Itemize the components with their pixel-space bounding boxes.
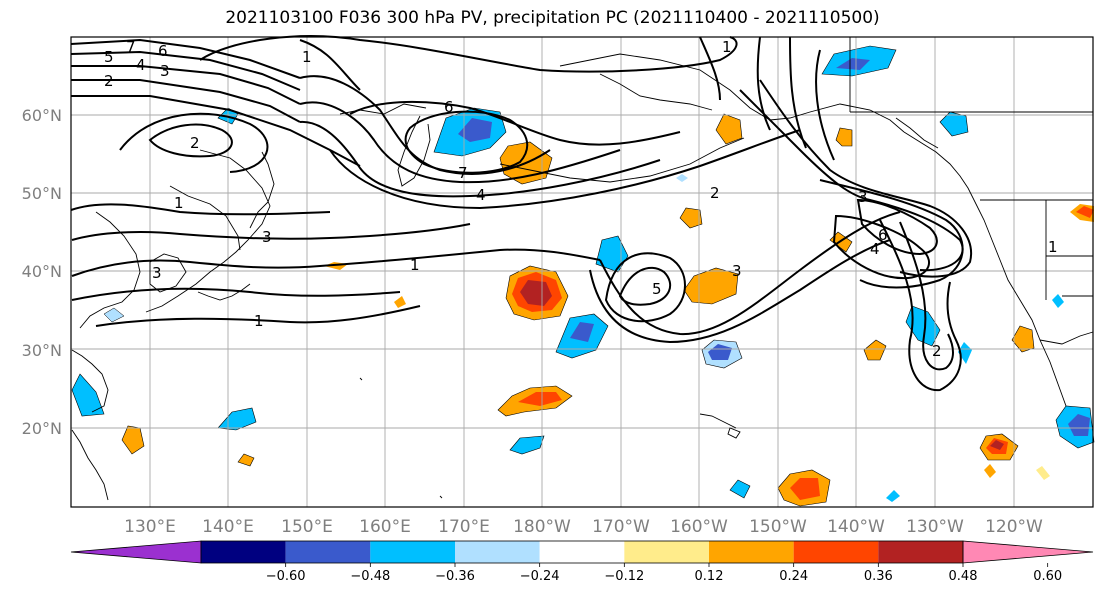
map-background bbox=[71, 37, 1093, 507]
contour-label: 1 bbox=[174, 194, 184, 212]
colorbar-tick-label: −0.48 bbox=[350, 569, 390, 584]
contour-label: 3 bbox=[732, 262, 742, 280]
contour-label: 7 bbox=[126, 38, 136, 56]
contour-label: 2 bbox=[104, 72, 114, 90]
lon-label: 120°W bbox=[985, 517, 1043, 537]
map-title: 2021103100 F036 300 hPa PV, precipitatio… bbox=[225, 8, 880, 28]
colorbar-segment bbox=[285, 541, 371, 563]
contour-label: 6 bbox=[878, 226, 888, 244]
coastlines bbox=[71, 37, 1094, 501]
lat-label: 30°N bbox=[22, 341, 62, 360]
colorbar-tick-label: −0.36 bbox=[435, 569, 475, 584]
colorbar-segment bbox=[539, 541, 625, 563]
pv-contours bbox=[70, 35, 973, 392]
contour-label: 3 bbox=[858, 188, 868, 206]
colorbar-tick-label: −0.24 bbox=[520, 569, 560, 584]
lat-label: 20°N bbox=[22, 419, 62, 438]
colorbar-segment bbox=[709, 541, 794, 563]
colorbar-border bbox=[200, 540, 964, 564]
colorbar-tick-label: 0.48 bbox=[949, 569, 978, 584]
contour-label: 3 bbox=[262, 228, 272, 246]
colorbar-segment bbox=[201, 541, 286, 563]
grid-lines bbox=[71, 37, 1093, 507]
contour-label: 7 bbox=[458, 164, 468, 182]
contour-label: 5 bbox=[652, 280, 662, 298]
lon-label: 160°E bbox=[359, 517, 411, 537]
contour-label: 1 bbox=[302, 48, 312, 66]
contour-label: 3 bbox=[160, 62, 170, 80]
contour-label: 3 bbox=[152, 264, 162, 282]
colorbar-segment bbox=[370, 541, 455, 563]
contour-labels: 7 6 5 4 3 2 1 2 6 7 4 1 3 3 1 1 1 2 3 5 … bbox=[104, 38, 1058, 360]
colorbar-tick-label: −0.60 bbox=[266, 569, 306, 584]
lon-label: 160°W bbox=[670, 517, 728, 537]
colorbar-tick-label: −0.12 bbox=[604, 569, 644, 584]
contour-label: 4 bbox=[476, 186, 486, 204]
colorbar-tick-label: 0.12 bbox=[695, 569, 724, 584]
lon-label: 170°W bbox=[592, 517, 650, 537]
colorbar-extend-high bbox=[962, 540, 1094, 564]
lon-label: 140°E bbox=[202, 517, 254, 537]
contour-label: 1 bbox=[1048, 238, 1058, 256]
contour-label: 4 bbox=[870, 240, 880, 258]
lon-label: 130°W bbox=[906, 517, 964, 537]
latitude-labels: 60°N 50°N 40°N 30°N 20°N bbox=[22, 106, 62, 438]
lon-label: 170°E bbox=[438, 517, 490, 537]
colorbar-tick-label: 0.36 bbox=[864, 569, 893, 584]
contour-label: 2 bbox=[932, 342, 942, 360]
map-frame bbox=[70, 36, 1094, 508]
colorbar-segment bbox=[878, 541, 963, 563]
contour-label: 1 bbox=[722, 38, 732, 56]
contour-label: 1 bbox=[254, 312, 264, 330]
contour-label: 4 bbox=[136, 56, 146, 74]
contour-label: 5 bbox=[104, 48, 114, 66]
colorbar-extend-low bbox=[70, 540, 202, 564]
contour-label: 2 bbox=[190, 134, 200, 152]
contour-label: 6 bbox=[158, 42, 168, 60]
colorbar-tick-label: 0.24 bbox=[779, 569, 808, 584]
lon-label: 150°E bbox=[281, 517, 333, 537]
contour-label: 6 bbox=[444, 98, 454, 116]
lat-label: 50°N bbox=[22, 184, 62, 203]
colorbar: −0.60 −0.48 −0.36 −0.24 −0.12 0.12 0.24 0.36 0.4… bbox=[70, 540, 1094, 584]
colorbar-segment bbox=[624, 541, 709, 563]
longitude-labels: 130°E 140°E 150°E 160°E 170°E 180°W 170°… bbox=[124, 517, 1043, 537]
lat-label: 40°N bbox=[22, 262, 62, 281]
contour-label: 2 bbox=[710, 184, 720, 202]
lon-label: 140°W bbox=[827, 517, 885, 537]
colorbar-segment bbox=[793, 541, 879, 563]
lon-label: 130°E bbox=[124, 517, 176, 537]
contour-label: 1 bbox=[410, 256, 420, 274]
lon-label: 150°W bbox=[749, 517, 807, 537]
lat-label: 60°N bbox=[22, 106, 62, 125]
lon-label: 180°W bbox=[513, 517, 571, 537]
colorbar-tick-label: 0.60 bbox=[1033, 569, 1062, 584]
colorbar-segment bbox=[455, 541, 540, 563]
